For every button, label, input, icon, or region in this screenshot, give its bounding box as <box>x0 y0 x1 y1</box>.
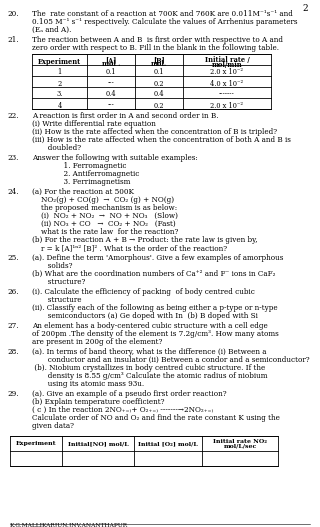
Text: The  rate constant of a reaction at 700K and 760K are 0.011M⁻¹s⁻¹ and: The rate constant of a reaction at 700K … <box>32 10 293 18</box>
Text: 27.: 27. <box>7 322 19 330</box>
Text: solids?: solids? <box>32 262 73 270</box>
Text: given data?: given data? <box>32 422 74 430</box>
Text: mol/min: mol/min <box>212 61 242 69</box>
Text: 21.: 21. <box>7 36 19 44</box>
Text: (b) What are the coordination numbers of Ca⁺² and F⁻ ions in CaF₂: (b) What are the coordination numbers of… <box>32 270 276 278</box>
Text: An element has a body-centered cubic structure with a cell edge: An element has a body-centered cubic str… <box>32 322 268 330</box>
Text: (i). Calculate the efficiency of packing  of body centred cubic: (i). Calculate the efficiency of packing… <box>32 288 255 296</box>
Bar <box>10 436 278 466</box>
Text: 22.: 22. <box>7 112 19 120</box>
Text: semiconductors (a) Ge doped with In  (b) B doped with Si: semiconductors (a) Ge doped with In (b) … <box>32 312 258 320</box>
Text: Initial[NO] mol/L: Initial[NO] mol/L <box>68 441 128 446</box>
Text: Initial rate NO₂: Initial rate NO₂ <box>213 439 267 444</box>
Text: 1. Ferromagnetic: 1. Ferromagnetic <box>32 162 126 170</box>
Text: (Eₐ and A).: (Eₐ and A). <box>32 26 71 34</box>
Text: (b). Niobium crystallizes in body centred cubic structure. If the: (b). Niobium crystallizes in body centre… <box>32 364 265 372</box>
Text: mol .: mol . <box>102 61 120 69</box>
Text: ---: --- <box>108 102 114 110</box>
Text: 1: 1 <box>57 69 62 76</box>
Text: ---: --- <box>108 80 114 87</box>
Text: (a). Define the term 'Amorphous'. Give a few examples of amorphous: (a). Define the term 'Amorphous'. Give a… <box>32 254 284 262</box>
Text: 2: 2 <box>302 4 308 13</box>
Text: (ii) NO₃ + CO   →  CO₂ + NO₂   (Fast): (ii) NO₃ + CO → CO₂ + NO₂ (Fast) <box>32 220 176 228</box>
Text: mol/L/sec: mol/L/sec <box>223 444 257 449</box>
Text: 2.0 x 10⁻²: 2.0 x 10⁻² <box>211 102 244 110</box>
Text: 23.: 23. <box>7 154 18 162</box>
Text: 0.1: 0.1 <box>154 69 164 76</box>
Text: what is the rate law  for the reaction?: what is the rate law for the reaction? <box>32 228 178 236</box>
Text: (i) Write differential rate equation: (i) Write differential rate equation <box>32 120 156 128</box>
Text: (ii). Classify each of the following as being either a p-type or n-type: (ii). Classify each of the following as … <box>32 304 278 312</box>
Text: NO₂(g) + CO(g)  →  CO₂ (g) + NO(g): NO₂(g) + CO(g) → CO₂ (g) + NO(g) <box>32 196 174 204</box>
Text: density is 8.55 g/cm³ Calculate the atomic radius of niobium: density is 8.55 g/cm³ Calculate the atom… <box>32 372 268 380</box>
Text: 0.1: 0.1 <box>106 69 116 76</box>
Text: 0.2: 0.2 <box>154 80 164 87</box>
Text: structure: structure <box>32 296 82 304</box>
Text: Calculate order of NO and O₂ and find the rate constant K using the: Calculate order of NO and O₂ and find th… <box>32 414 280 422</box>
Text: (a). Give an example of a pseudo first order reaction?: (a). Give an example of a pseudo first o… <box>32 390 227 398</box>
Text: 2. Antiferromagnetic: 2. Antiferromagnetic <box>32 170 140 178</box>
Text: (b) Explain temperature coefficient?: (b) Explain temperature coefficient? <box>32 398 164 406</box>
Text: (a). In terms of band theory, what is the difference (i) Between a: (a). In terms of band theory, what is th… <box>32 348 267 356</box>
Text: are present in 200g of the element?: are present in 200g of the element? <box>32 338 162 346</box>
Text: mol.: mol. <box>151 61 167 69</box>
Text: A reaction is first order in A and second order in B.: A reaction is first order in A and secon… <box>32 112 219 120</box>
Bar <box>32 54 271 109</box>
Text: 4: 4 <box>57 102 62 110</box>
Text: Answer the following with suitable examples:: Answer the following with suitable examp… <box>32 154 198 162</box>
Text: 0.105 M⁻¹ s⁻¹ respectively. Calculate the values of Arrhenius parameters: 0.105 M⁻¹ s⁻¹ respectively. Calculate th… <box>32 18 298 26</box>
Text: conductor and an insulator (ii) Between a condor and a semiconductor?: conductor and an insulator (ii) Between … <box>32 356 310 364</box>
Text: 0.4: 0.4 <box>154 91 164 99</box>
Text: [A]: [A] <box>105 56 117 64</box>
Text: (b) For the reaction A + B → Product: the rate law is given by,: (b) For the reaction A + B → Product: th… <box>32 236 258 244</box>
Text: doubled?: doubled? <box>32 144 81 152</box>
Text: 24.: 24. <box>7 188 19 196</box>
Text: The reaction between A and B  is first order with respective to A and: The reaction between A and B is first or… <box>32 36 283 44</box>
Text: 25.: 25. <box>7 254 19 262</box>
Text: 28.: 28. <box>7 348 19 356</box>
Text: using its atomic mass 93u.: using its atomic mass 93u. <box>32 380 144 388</box>
Text: of 200pm .The density of the element is 7.2g/cm³. How many atoms: of 200pm .The density of the element is … <box>32 330 279 338</box>
Text: (a) For the reaction at 500K: (a) For the reaction at 500K <box>32 188 134 196</box>
Text: 2.0 x 10⁻²: 2.0 x 10⁻² <box>211 69 244 76</box>
Text: 26.: 26. <box>7 288 19 296</box>
Text: (iii) How is the rate affected when the concentration of both A and B is: (iii) How is the rate affected when the … <box>32 136 291 144</box>
Text: ( c ) In the reaction 2NO₊₌₎+ O₂₊₌₎ -------→2NO₂₊₌₎: ( c ) In the reaction 2NO₊₌₎+ O₂₊₌₎ ----… <box>32 406 213 414</box>
Text: (ii) How is the rate affected when the concentration of B is tripled?: (ii) How is the rate affected when the c… <box>32 128 277 136</box>
Text: -------: ------- <box>219 91 235 99</box>
Text: Experiment: Experiment <box>16 441 56 446</box>
Text: Initial [O₂] mol/L: Initial [O₂] mol/L <box>138 441 198 446</box>
Text: structure?: structure? <box>32 278 85 286</box>
Text: 4.0 x 10⁻²: 4.0 x 10⁻² <box>211 80 244 87</box>
Text: [B]: [B] <box>153 56 165 64</box>
Text: the proposed mechanism is as below:: the proposed mechanism is as below: <box>32 204 177 212</box>
Text: 2: 2 <box>57 80 62 87</box>
Text: 0.2: 0.2 <box>154 102 164 110</box>
Text: zero order with respect to B. Fill in the blank in the following table.: zero order with respect to B. Fill in th… <box>32 44 279 52</box>
Text: Initial rate /: Initial rate / <box>204 56 249 64</box>
Text: r = k [A]¹ⁿ² [B]² . What is the order of the reaction?: r = k [A]¹ⁿ² [B]² . What is the order of… <box>32 244 227 252</box>
Text: 3.: 3. <box>56 91 63 99</box>
Text: 20.: 20. <box>7 10 19 18</box>
Text: 3. Ferrimagnetism: 3. Ferrimagnetism <box>32 178 130 186</box>
Text: K.G.MALLIKARJUN,JNV,ANANTHAPUR: K.G.MALLIKARJUN,JNV,ANANTHAPUR <box>10 523 128 527</box>
Text: (i)  NO₂ + NO₂  →  NO + NO₃   (Slow): (i) NO₂ + NO₂ → NO + NO₃ (Slow) <box>32 212 178 220</box>
Text: Experiment: Experiment <box>38 58 81 66</box>
Text: 29.: 29. <box>7 390 19 398</box>
Text: 0.4: 0.4 <box>106 91 116 99</box>
